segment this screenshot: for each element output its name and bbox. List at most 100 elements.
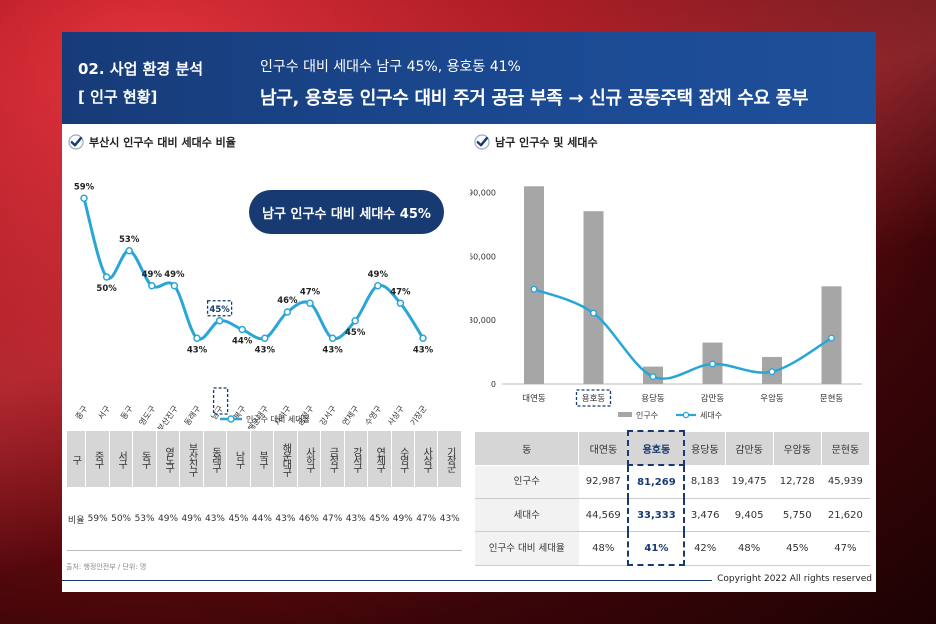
ratio-point <box>306 299 314 307</box>
left-table-ratio-cell: 44% <box>250 487 274 551</box>
left-table-district-header: 동래구 <box>202 430 228 488</box>
left-table-ratio-cell: 43% <box>344 487 368 551</box>
right-table-row: 인구수 대비 세대율 48% 41% 42% 48% 45% 47% <box>474 531 870 566</box>
ratio-data-label: 49% <box>142 270 163 280</box>
left-table-header-row: 구 중구 서구 동구 영도구 부산진구 동래구 남구 북구 해운대구 사하구 금정구 강서구 연제구 수영… <box>65 430 462 488</box>
left-table-ratio-cell: 47% <box>414 487 438 551</box>
ratio-tick-label: 부산진구 <box>155 403 180 429</box>
left-table-ratio-cell: 43% <box>273 487 298 551</box>
ratio-data-label: 49% <box>368 270 389 280</box>
ratio-data-label: 59% <box>74 182 95 192</box>
left-table-district-header: 사상구 <box>413 430 439 488</box>
right-chart-title-text: 남구 인구수 및 세대수 <box>495 136 598 149</box>
left-table-ratio-cell: 53% <box>132 487 157 551</box>
population-bar <box>583 211 604 384</box>
left-table-ratio-cell: 43% <box>437 487 462 551</box>
legend-bar-label: 인구수 <box>636 410 658 420</box>
right-table-cell: 12,728 <box>773 465 822 499</box>
right-table-cell: 3,476 <box>684 498 726 532</box>
left-table-district-header: 북구 <box>249 430 275 488</box>
bar-x-tick-label: 우암동 <box>760 393 784 404</box>
bar-y-tick-label: 0 <box>491 380 496 389</box>
left-table-district-header: 기장군 <box>437 430 462 488</box>
check-icon <box>68 134 84 150</box>
right-table-cell: 41% <box>627 531 686 566</box>
right-table-cell: 47% <box>821 531 870 566</box>
household-point <box>768 368 776 376</box>
footer-line <box>62 580 712 581</box>
topic-label: [ 인구 현황] <box>78 88 158 106</box>
household-point <box>708 360 716 368</box>
right-table-dong-header: 대연동 <box>578 430 629 466</box>
ratio-point <box>328 334 337 342</box>
ratio-tick-label: 수영구 <box>363 403 384 427</box>
right-table-corner: 동 <box>473 430 580 466</box>
ratio-data-label: 43% <box>255 345 276 355</box>
source-note: 출처: 행정안전부 / 단위: 명 <box>66 563 147 571</box>
left-table-ratio-cell: 46% <box>297 487 321 551</box>
left-chart-title-text: 부산시 인구수 대비 세대수 비율 <box>89 136 236 149</box>
legend-label: 인구수 대비 세대율 <box>246 414 310 424</box>
ratio-point <box>351 317 359 325</box>
ratio-data-label: 46% <box>277 296 298 306</box>
ratio-point <box>261 334 269 342</box>
right-table-dong-header: 우암동 <box>772 430 822 466</box>
ratio-tick-label: 사상구 <box>385 403 406 427</box>
right-table-dong-header: 용호동 <box>627 430 686 466</box>
right-table-cell: 8,183 <box>684 465 726 499</box>
ratio-point <box>419 334 427 342</box>
right-table-cell: 92,987 <box>578 465 629 499</box>
left-table-district-header: 금정구 <box>320 430 345 488</box>
ratio-point <box>374 282 382 290</box>
ratio-data-label: 43% <box>187 345 208 355</box>
left-table-district-header: 부산진구 <box>179 430 204 488</box>
left-table-ratio-cell: 47% <box>320 487 345 551</box>
right-table-cell: 19,475 <box>725 465 774 499</box>
ratio-tick-label: 영도구 <box>137 403 158 427</box>
ratio-point <box>148 282 156 290</box>
left-table-ratio-cell: 50% <box>109 487 133 551</box>
callout-pill: 남구 인구수 대비 세대수 45% <box>249 190 444 234</box>
legend-line-marker <box>682 411 690 419</box>
left-table-value-row: 비율 59% 50% 53% 49% 49% 43% 45% 44% 43% 46% 47% 43% 4… <box>66 487 462 551</box>
ratio-data-label: 45% <box>209 305 230 315</box>
left-table-corner: 구 <box>65 430 87 488</box>
right-table-header-row: 동 대연동 용호동 용당동 감만동 우암동 문현동 <box>473 430 871 466</box>
right-table-row-label: 인구수 <box>474 465 579 499</box>
right-table-cell: 9,405 <box>725 498 774 532</box>
right-table-row-label: 세대수 <box>474 498 579 532</box>
ratio-data-label: 49% <box>164 270 185 280</box>
left-table-ratio-cell: 59% <box>85 487 110 551</box>
right-table-row: 세대수 44,569 33,333 3,476 9,405 5,750 21,620 <box>474 498 870 532</box>
right-table-cell: 5,750 <box>773 498 822 532</box>
ratio-point <box>125 247 133 255</box>
left-table-district-header: 남구 <box>226 430 251 488</box>
right-bar-chart: 0 30,000 60,000 90,000 대연동 용호동 용당동 감만동 우암동 문현동인구수… <box>470 186 862 420</box>
ratio-data-label: 50% <box>96 284 117 294</box>
ratio-tick-label: 서구 <box>96 404 112 421</box>
left-table-district-header: 강서구 <box>343 430 369 488</box>
right-chart-title: 남구 인구수 및 세대수 <box>474 134 598 150</box>
copyright: Copyright 2022 All rights reserved <box>717 574 872 584</box>
household-point <box>530 285 538 293</box>
left-table-district-header: 연제구 <box>367 430 392 488</box>
left-table-ratio-cell: 43% <box>203 487 227 551</box>
household-line <box>533 288 833 380</box>
right-dong-table: 동 대연동 용호동 용당동 감만동 우암동 문현동 인구수 92,987 81,269 8,18… <box>473 430 871 566</box>
ratio-data-label: 45% <box>345 328 366 338</box>
population-bar <box>524 186 544 384</box>
left-table-district-header: 영도구 <box>155 430 181 488</box>
left-ratio-table: 구 중구 서구 동구 영도구 부산진구 동래구 남구 북구 해운대구 사하구 금정구 강서구 연제구 수영… <box>65 430 462 551</box>
ratio-tick-label: 중구 <box>74 404 90 421</box>
section-label: 02. 사업 환경 분석 <box>78 60 204 78</box>
bar-y-tick-label: 90,000 <box>470 189 496 198</box>
left-table-district-header: 서구 <box>108 430 134 488</box>
ratio-point <box>215 317 224 325</box>
bar-x-tick-label: 용당동 <box>641 393 665 404</box>
ratio-tick-label: 기장군 <box>408 403 429 427</box>
ratio-tick-label: 동래구 <box>183 404 203 427</box>
left-table-district-header: 동구 <box>132 430 157 488</box>
right-table-dong-header: 문현동 <box>820 430 871 466</box>
right-table-cell: 45,939 <box>821 465 870 499</box>
right-table-cell: 48% <box>725 531 774 566</box>
